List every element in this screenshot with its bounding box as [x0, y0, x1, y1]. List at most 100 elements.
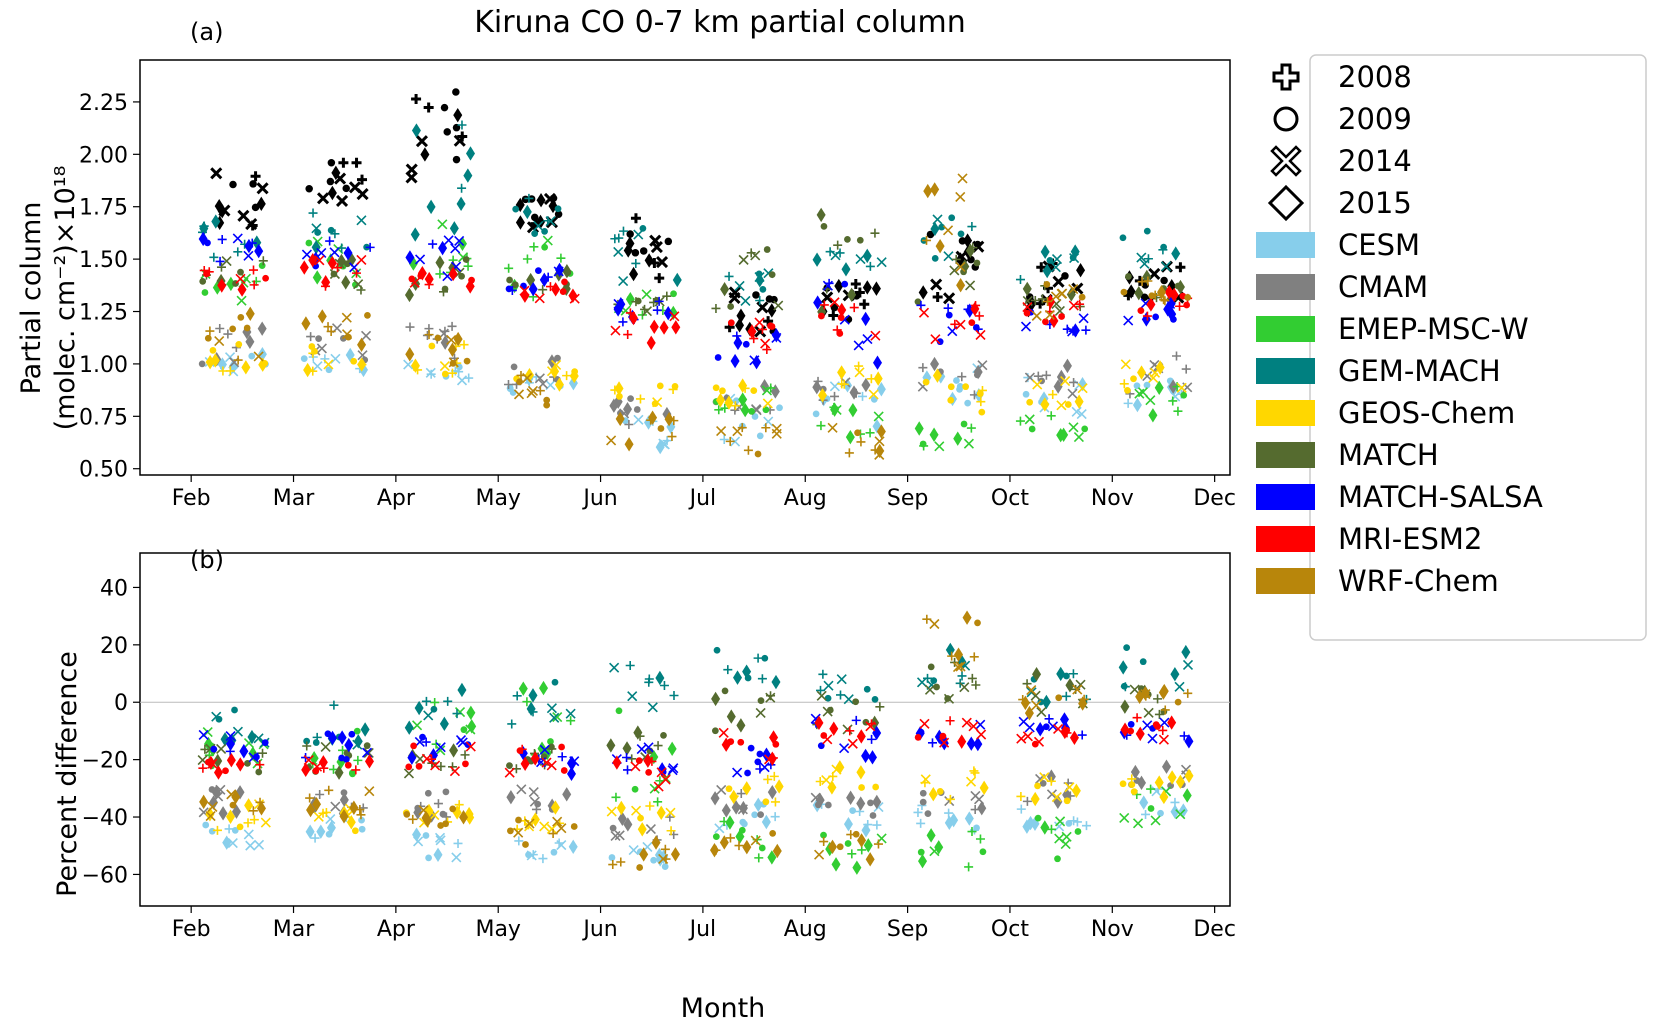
model-marker — [1037, 698, 1045, 706]
model-marker — [930, 356, 940, 372]
model-marker — [753, 653, 763, 663]
model-marker — [618, 317, 628, 327]
model-marker — [554, 377, 564, 392]
model-marker — [1056, 427, 1066, 443]
model-marker — [1160, 296, 1170, 306]
model-marker — [861, 377, 871, 393]
model-marker — [837, 314, 845, 322]
model-marker — [1127, 720, 1135, 728]
model-marker — [405, 763, 413, 771]
model-marker — [412, 720, 423, 731]
model-marker — [1016, 733, 1027, 744]
model-marker — [552, 816, 563, 827]
model-marker — [418, 805, 429, 816]
panel-a-xtick-label: Nov — [1091, 486, 1134, 511]
observation-marker — [453, 134, 466, 147]
model-marker — [955, 319, 966, 330]
model-marker — [205, 758, 212, 766]
model-marker — [421, 696, 431, 706]
model-marker — [1154, 775, 1164, 790]
observation-marker — [1035, 298, 1046, 309]
model-marker — [1030, 295, 1040, 305]
model-marker — [757, 811, 764, 819]
model-marker — [440, 335, 450, 350]
observation-marker — [963, 233, 973, 248]
model-marker — [205, 810, 216, 822]
legend-swatch — [1256, 568, 1315, 594]
model-marker — [862, 333, 873, 345]
model-marker — [505, 285, 513, 293]
model-marker — [231, 706, 238, 714]
model-marker — [973, 736, 983, 752]
model-marker — [646, 335, 656, 351]
model-marker — [865, 428, 875, 438]
model-marker — [629, 310, 639, 326]
model-marker — [258, 262, 266, 269]
model-marker — [506, 790, 516, 805]
model-marker — [403, 768, 415, 779]
model-marker — [1120, 682, 1130, 692]
model-marker — [669, 416, 679, 426]
model-marker — [734, 841, 744, 851]
model-marker — [667, 432, 677, 442]
model-marker — [975, 834, 985, 844]
model-marker — [719, 435, 729, 444]
observation-marker — [452, 88, 460, 96]
model-marker — [1026, 685, 1037, 696]
model-marker — [645, 823, 656, 835]
model-marker — [436, 761, 446, 771]
model-marker — [311, 223, 322, 234]
model-marker — [740, 295, 751, 307]
model-marker — [665, 807, 676, 818]
model-marker — [610, 234, 620, 244]
model-marker — [351, 827, 359, 835]
observation-marker — [649, 234, 662, 247]
model-marker — [441, 370, 449, 378]
model-marker — [446, 334, 457, 346]
panel-b-frame — [139, 552, 1231, 907]
legend-model-label: CMAM — [1338, 270, 1428, 304]
model-marker — [365, 242, 375, 252]
model-marker — [330, 353, 341, 364]
model-marker — [652, 397, 663, 408]
observation-marker — [229, 180, 237, 189]
model-marker — [844, 840, 852, 847]
observation-marker — [967, 255, 975, 264]
model-marker — [434, 832, 446, 843]
model-marker — [1069, 254, 1077, 262]
model-marker — [506, 762, 513, 769]
model-marker — [220, 732, 230, 747]
model-marker — [655, 439, 665, 455]
model-marker — [341, 312, 352, 323]
model-marker — [1170, 797, 1180, 807]
model-marker — [652, 305, 662, 315]
model-marker — [198, 231, 208, 247]
model-marker — [873, 371, 883, 386]
model-marker — [847, 287, 857, 302]
model-marker — [819, 300, 829, 310]
model-marker — [614, 830, 625, 841]
model-marker — [428, 748, 438, 763]
model-marker — [435, 835, 446, 846]
observation-marker — [453, 107, 463, 123]
model-marker — [320, 741, 331, 752]
model-marker — [549, 712, 560, 723]
model-marker — [939, 732, 947, 740]
model-marker — [816, 685, 826, 695]
model-marker — [559, 288, 567, 296]
model-marker — [353, 734, 363, 749]
panel-a-xtick-label: Jun — [581, 486, 617, 511]
model-marker — [740, 383, 750, 393]
panel-b-xtick-label: Apr — [377, 917, 416, 942]
model-marker — [1154, 723, 1161, 730]
model-marker — [727, 319, 735, 327]
model-marker — [612, 755, 622, 770]
model-marker — [226, 809, 236, 824]
model-marker — [1031, 310, 1042, 321]
model-marker — [633, 725, 643, 740]
model-marker — [631, 785, 639, 793]
model-marker — [562, 263, 572, 279]
model-marker — [714, 823, 725, 834]
model-marker — [1175, 279, 1185, 295]
